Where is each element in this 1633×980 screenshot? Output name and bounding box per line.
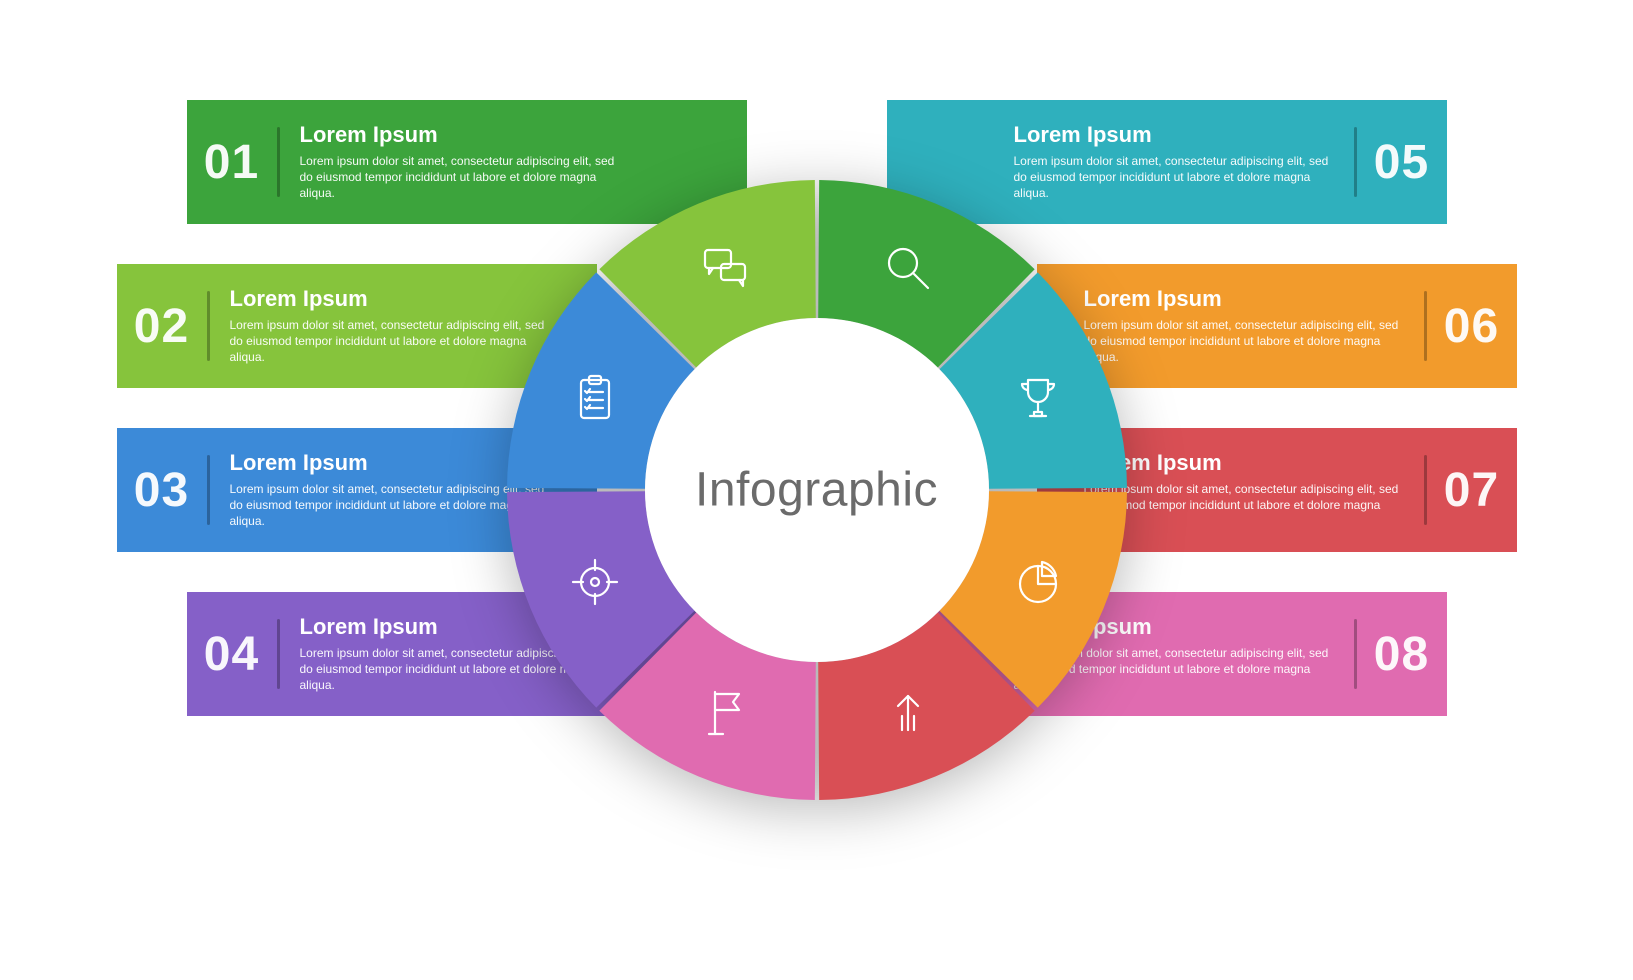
center-label: Infographic xyxy=(695,463,938,518)
bar-number: 04 xyxy=(187,627,277,682)
bar-number: 08 xyxy=(1357,627,1447,682)
bar-title: Lorem Ipsum xyxy=(1014,123,1334,147)
bar-title: Lorem Ipsum xyxy=(230,451,550,475)
bar-title: Lorem Ipsum xyxy=(1084,287,1404,311)
bar-number: 02 xyxy=(117,299,207,354)
bar-title: Lorem Ipsum xyxy=(230,287,550,311)
bar-desc: Lorem ipsum dolor sit amet, consectetur … xyxy=(1084,481,1404,530)
bar-title: Lorem Ipsum xyxy=(1084,451,1404,475)
bar-number: 07 xyxy=(1427,463,1517,518)
bar-number: 05 xyxy=(1357,135,1447,190)
bar-desc: Lorem ipsum dolor sit amet, consectetur … xyxy=(230,317,550,366)
bar-number: 03 xyxy=(117,463,207,518)
bar-title: Lorem Ipsum xyxy=(300,123,620,147)
bar-number: 06 xyxy=(1427,299,1517,354)
infographic-stage: 01 Lorem Ipsum Lorem ipsum dolor sit ame… xyxy=(117,70,1517,910)
bar-desc: Lorem ipsum dolor sit amet, consectetur … xyxy=(1084,317,1404,366)
bar-desc: Lorem ipsum dolor sit amet, consectetur … xyxy=(230,481,550,530)
bar-number: 01 xyxy=(187,135,277,190)
